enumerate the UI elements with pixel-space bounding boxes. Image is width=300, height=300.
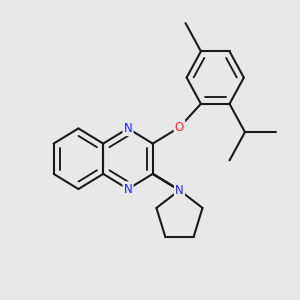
Text: O: O bbox=[175, 121, 184, 134]
Text: N: N bbox=[124, 122, 132, 135]
Text: N: N bbox=[175, 184, 184, 197]
Text: N: N bbox=[124, 182, 132, 196]
